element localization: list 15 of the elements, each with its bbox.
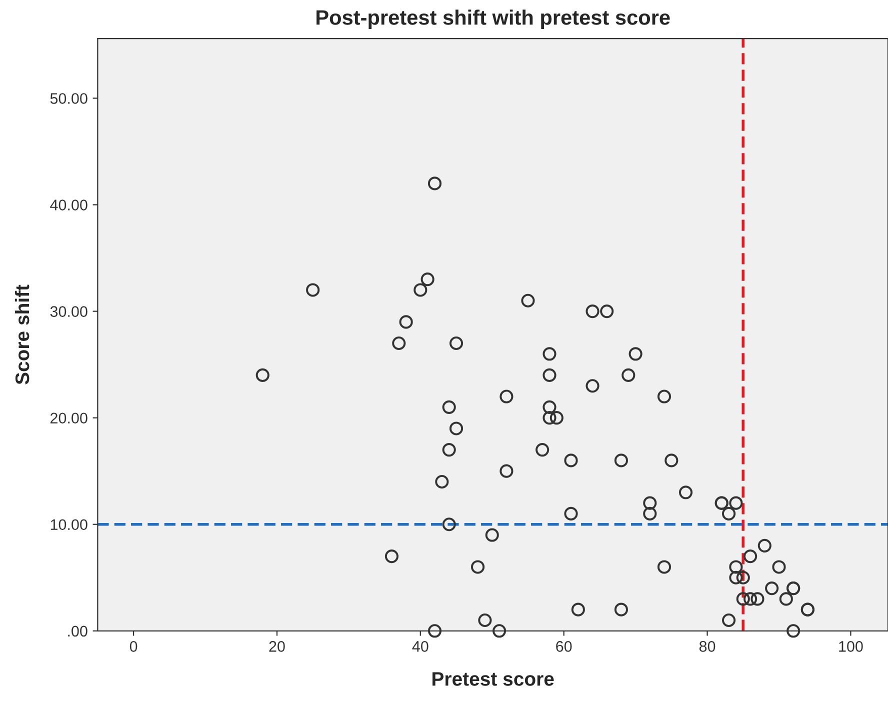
- x-axis-title: Pretest score: [432, 672, 554, 686]
- x-tick-label: 20: [269, 641, 285, 652]
- y-axis-title: Score shift: [14, 284, 30, 384]
- chart-title: Post-pretest shift with pretest score: [316, 10, 670, 29]
- x-tick-label: 0: [130, 641, 138, 652]
- y-tick-label: 10.00: [50, 519, 88, 530]
- y-tick-label: 40.00: [50, 200, 88, 210]
- x-tick-label: 40: [412, 641, 428, 652]
- x-tick-label: 80: [699, 641, 716, 652]
- y-tick-label: .00: [68, 626, 88, 637]
- x-tick-label: 60: [556, 641, 572, 652]
- x-tick-label: 100: [839, 641, 863, 652]
- y-tick-label: 30.00: [50, 306, 88, 317]
- y-tick-label: 50.00: [50, 93, 88, 104]
- y-tick-label: 20.00: [50, 412, 88, 424]
